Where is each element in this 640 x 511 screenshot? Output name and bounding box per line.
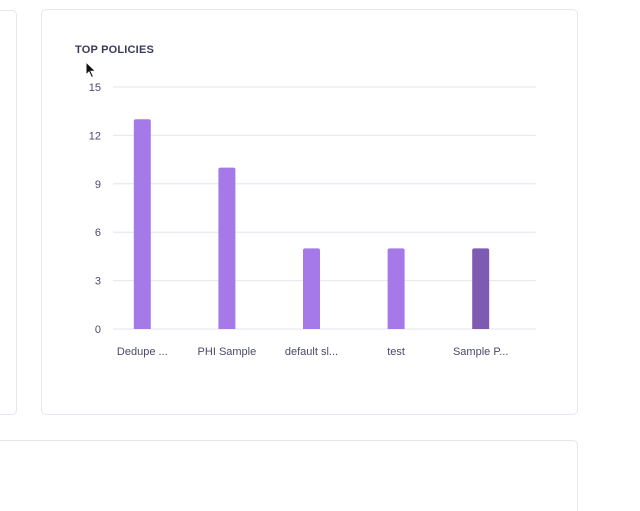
y-tick-label: 15 — [89, 82, 101, 94]
bar-4[interactable] — [387, 248, 405, 329]
x-tick-label: test — [387, 346, 405, 358]
x-tick-label: default sl... — [285, 346, 338, 358]
top-policies-card: TOP POLICIES 0 3 6 9 12 15 Dedupe ... PHI Sampl… — [41, 9, 578, 415]
y-tick-label: 12 — [89, 130, 101, 142]
top-policies-chart: 0 3 6 9 12 15 Dedupe ... PHI Sample default sl..… — [89, 82, 536, 358]
left-card — [0, 10, 17, 415]
mouse-pointer-icon — [85, 61, 97, 79]
bar-3[interactable] — [303, 248, 320, 329]
y-tick-label: 3 — [95, 276, 101, 288]
x-tick-label: PHI Sample — [198, 346, 257, 358]
y-tick-label: 0 — [95, 324, 101, 336]
x-tick-label: Sample P... — [453, 346, 508, 358]
bottom-card — [0, 440, 578, 511]
bar-2[interactable] — [218, 167, 236, 329]
chart-title: TOP POLICIES — [75, 44, 155, 56]
x-tick-label: Dedupe ... — [117, 346, 168, 358]
y-tick-label: 9 — [95, 179, 101, 191]
y-tick-label: 6 — [95, 227, 101, 239]
bar-5[interactable] — [472, 248, 490, 329]
bar-1[interactable] — [133, 119, 151, 330]
